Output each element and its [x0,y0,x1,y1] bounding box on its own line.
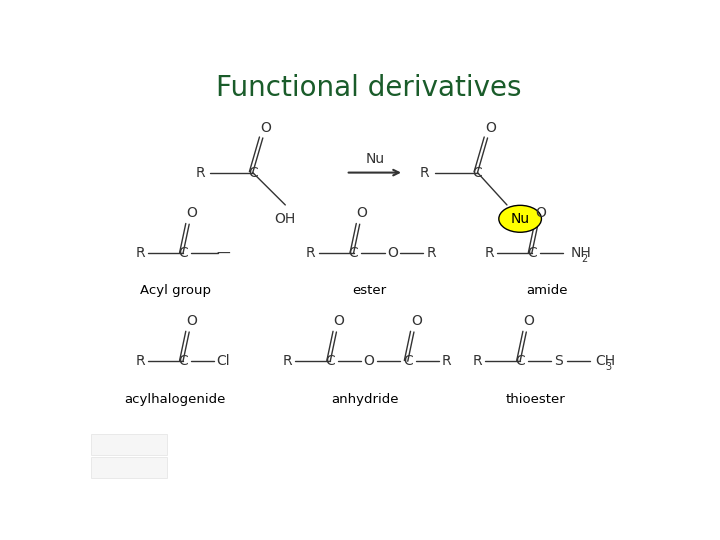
Text: C: C [248,166,258,180]
Text: acylhalogenide: acylhalogenide [125,393,226,406]
Text: O: O [411,314,422,328]
Text: O: O [186,206,197,220]
Text: thioester: thioester [505,393,565,406]
Text: O: O [523,314,534,328]
Text: ester: ester [352,284,386,297]
Text: O: O [485,121,496,135]
Text: CH: CH [595,354,616,368]
Text: Acyl group: Acyl group [140,284,211,297]
Text: S: S [554,354,563,368]
Text: NH: NH [570,246,591,260]
Text: O: O [364,354,374,368]
Text: R: R [420,166,430,180]
Text: OH: OH [274,212,296,226]
Text: Cl: Cl [217,354,230,368]
Text: R: R [426,246,436,260]
Text: R: R [441,354,451,368]
Text: Nu: Nu [510,212,530,226]
Text: O: O [261,121,271,135]
Text: anhydride: anhydride [331,393,399,406]
FancyBboxPatch shape [91,434,167,455]
Text: 2: 2 [581,254,588,264]
Text: R: R [473,354,482,368]
Text: R: R [195,166,205,180]
Text: C: C [527,246,536,260]
Text: C: C [325,354,335,368]
Text: C: C [348,246,359,260]
Text: C: C [403,354,413,368]
Text: C: C [472,166,482,180]
Text: C: C [178,246,188,260]
FancyBboxPatch shape [91,457,167,477]
Text: Nu: Nu [366,152,384,166]
Text: R: R [485,246,494,260]
Text: O: O [186,314,197,328]
Text: O: O [387,246,397,260]
Text: O: O [356,206,367,220]
Text: O: O [535,206,546,220]
Text: —: — [217,246,230,260]
Text: Functional derivatives: Functional derivatives [216,74,522,102]
Text: C: C [516,354,525,368]
Text: R: R [135,246,145,260]
Text: R: R [283,354,292,368]
Text: R: R [306,246,315,260]
Text: amide: amide [526,284,568,297]
Text: C: C [178,354,188,368]
Text: 3: 3 [606,362,612,372]
Text: O: O [333,314,344,328]
Ellipse shape [499,205,541,232]
Text: R: R [135,354,145,368]
